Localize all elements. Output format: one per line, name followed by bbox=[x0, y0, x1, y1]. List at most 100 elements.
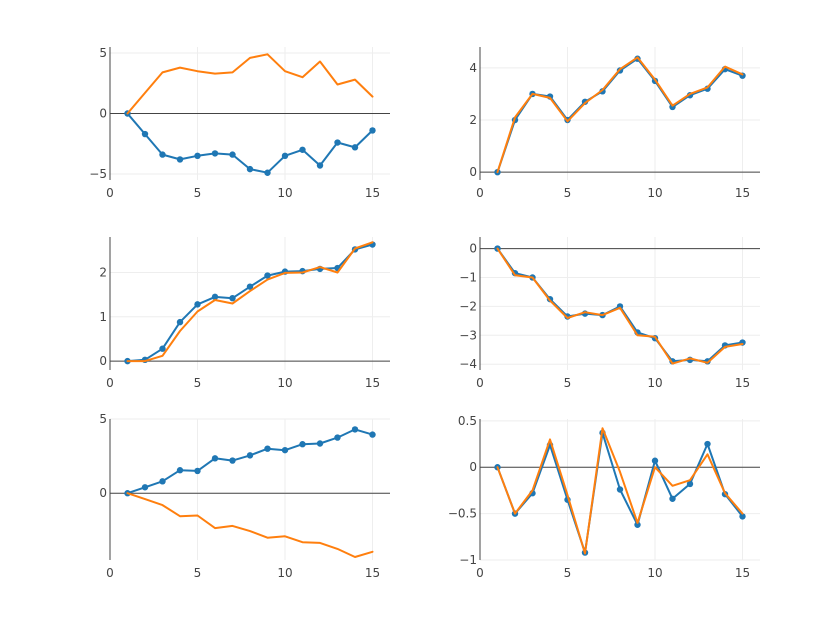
series-b-line bbox=[496, 247, 744, 365]
x-tick-label: 0 bbox=[476, 566, 484, 580]
series-a-point bbox=[351, 426, 359, 433]
series-a-point bbox=[229, 294, 236, 302]
series-a-point bbox=[316, 440, 324, 447]
y-tick-label: 5 bbox=[99, 46, 107, 60]
x-tick-label: 15 bbox=[365, 566, 380, 580]
series-a-point bbox=[264, 169, 271, 176]
series-a-point bbox=[299, 441, 306, 448]
y-tick-label: −5 bbox=[89, 167, 107, 181]
subplot-3: 0 5 10 15 0 1 2 bbox=[99, 237, 390, 390]
x-tick-label: 15 bbox=[735, 186, 750, 200]
series-a-point bbox=[176, 467, 184, 474]
y-tick-label: −2 bbox=[459, 299, 477, 313]
x-tick-label: 15 bbox=[365, 186, 380, 200]
series-a-point bbox=[334, 139, 341, 146]
series-a-point bbox=[651, 457, 659, 464]
series-a-point bbox=[704, 440, 711, 448]
x-tick-label: 15 bbox=[735, 566, 750, 580]
x-tick-label: 10 bbox=[277, 376, 292, 390]
subplot-1: 0 5 10 15 −5 0 5 bbox=[89, 46, 390, 200]
y-tick-label: 1 bbox=[99, 310, 107, 324]
series-a-point bbox=[369, 127, 376, 134]
series-a-point bbox=[334, 434, 341, 441]
series-a-point bbox=[211, 150, 219, 157]
series-a-point bbox=[246, 452, 254, 459]
y-tick-label: −1 bbox=[459, 553, 477, 567]
y-tick-label: 4 bbox=[469, 61, 477, 75]
x-tick-label: 10 bbox=[647, 376, 662, 390]
series-a-point bbox=[229, 457, 236, 464]
y-tick-label: 2 bbox=[99, 265, 107, 279]
series-a-point bbox=[211, 293, 219, 301]
series-a-point bbox=[159, 478, 166, 485]
series-a-point bbox=[194, 467, 201, 475]
y-tick-label: −3 bbox=[459, 328, 477, 342]
y-tick-label: 2 bbox=[469, 113, 477, 127]
series-a-point bbox=[369, 431, 376, 438]
series-a-point bbox=[194, 301, 201, 308]
series-b-line bbox=[496, 56, 744, 174]
subplot-2: 0 5 10 15 0 2 4 bbox=[469, 47, 760, 200]
x-tick-label: 5 bbox=[564, 376, 572, 390]
y-tick-label: 0 bbox=[469, 165, 477, 179]
series-b-line bbox=[496, 427, 744, 555]
x-tick-label: 10 bbox=[647, 566, 662, 580]
x-tick-label: 10 bbox=[277, 186, 292, 200]
series-a-point bbox=[281, 446, 289, 454]
series-a-point bbox=[176, 156, 184, 163]
x-tick-label: 15 bbox=[365, 376, 380, 390]
x-tick-label: 0 bbox=[476, 186, 484, 200]
x-tick-label: 0 bbox=[106, 186, 114, 200]
series-b-line bbox=[126, 241, 374, 363]
x-tick-label: 10 bbox=[277, 566, 292, 580]
x-tick-label: 0 bbox=[106, 376, 114, 390]
x-tick-label: 15 bbox=[735, 376, 750, 390]
series-a-point bbox=[669, 495, 676, 502]
series-a-point bbox=[739, 513, 746, 520]
series-a-point bbox=[351, 144, 359, 151]
series-a-point bbox=[264, 272, 271, 279]
x-tick-label: 5 bbox=[194, 376, 202, 390]
series-a-point bbox=[281, 152, 289, 160]
x-tick-label: 0 bbox=[106, 566, 114, 580]
series-a-point bbox=[141, 130, 149, 138]
subplot-4: 0 5 10 15 0 −1 −2 −3 −4 bbox=[459, 237, 760, 390]
y-tick-label: −4 bbox=[459, 357, 477, 371]
x-tick-label: 10 bbox=[647, 186, 662, 200]
y-tick-label: 0.5 bbox=[458, 414, 477, 428]
series-b-line bbox=[126, 492, 374, 558]
series-a-point bbox=[316, 162, 324, 169]
y-tick-label: 0 bbox=[469, 460, 477, 474]
y-tick-label: 5 bbox=[99, 412, 107, 426]
y-tick-label: 0 bbox=[99, 107, 107, 121]
series-a-point bbox=[299, 146, 306, 153]
series-a-point bbox=[264, 445, 271, 452]
series-a-point bbox=[176, 318, 184, 326]
x-tick-label: 5 bbox=[194, 186, 202, 200]
y-tick-label: −1 bbox=[459, 270, 477, 284]
series-a-point bbox=[229, 151, 236, 158]
series-a-point bbox=[246, 165, 254, 173]
y-tick-label: 0 bbox=[99, 486, 107, 500]
x-tick-label: 0 bbox=[476, 376, 484, 390]
subplot-5: 0 5 10 15 0 5 bbox=[99, 412, 390, 580]
series-b-line bbox=[126, 53, 374, 115]
series-a-point bbox=[686, 480, 694, 488]
x-tick-label: 5 bbox=[564, 186, 572, 200]
series-a-point bbox=[616, 486, 624, 493]
series-a-point bbox=[141, 484, 149, 491]
x-tick-label: 5 bbox=[194, 566, 202, 580]
subplot-6: 0 5 10 15 0.5 0 −0.5 −1 bbox=[448, 414, 760, 580]
x-tick-label: 5 bbox=[564, 566, 572, 580]
y-tick-label: −0.5 bbox=[448, 507, 477, 521]
series-a-point bbox=[599, 88, 606, 95]
series-a-point bbox=[634, 521, 641, 528]
y-tick-label: 0 bbox=[99, 354, 107, 368]
series-a-line bbox=[496, 57, 744, 174]
series-a-point bbox=[159, 345, 166, 352]
series-a-point bbox=[246, 283, 254, 290]
y-tick-label: 0 bbox=[469, 242, 477, 256]
series-a-point bbox=[211, 455, 219, 462]
